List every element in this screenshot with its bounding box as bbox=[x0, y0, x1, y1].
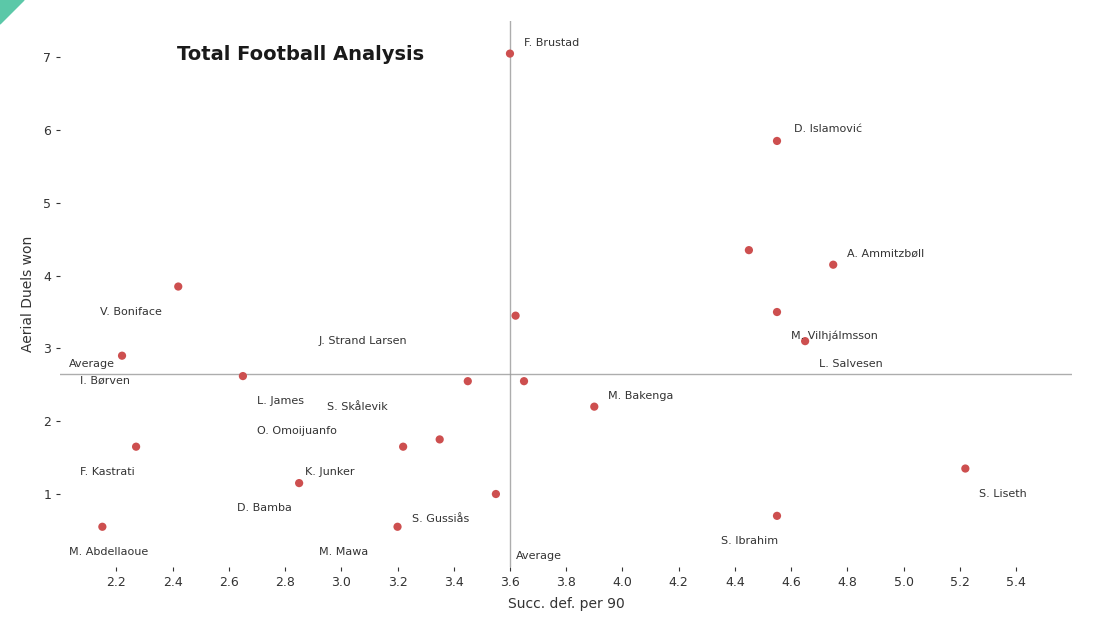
Text: D. Bamba: D. Bamba bbox=[237, 504, 292, 513]
Text: Average: Average bbox=[69, 359, 115, 369]
Text: M. Abdellaoue: M. Abdellaoue bbox=[69, 547, 148, 557]
Text: F. Kastrati: F. Kastrati bbox=[80, 467, 134, 477]
Point bbox=[768, 136, 786, 146]
Point bbox=[114, 351, 131, 361]
Text: M. Vilhjálmsson: M. Vilhjálmsson bbox=[791, 330, 878, 341]
Point bbox=[291, 478, 308, 488]
Text: S. Skålevik: S. Skålevik bbox=[327, 401, 388, 411]
Point bbox=[128, 442, 145, 452]
Point bbox=[395, 442, 412, 452]
Point bbox=[389, 521, 407, 532]
Text: A. Ammitzbøll: A. Ammitzbøll bbox=[847, 249, 925, 259]
Text: K. Junker: K. Junker bbox=[305, 467, 354, 477]
Point bbox=[507, 310, 525, 320]
Text: S. Ibrahim: S. Ibrahim bbox=[720, 536, 778, 546]
Text: D. Islamović: D. Islamović bbox=[794, 124, 862, 133]
Text: S. Liseth: S. Liseth bbox=[979, 489, 1027, 499]
Text: L. Salvesen: L. Salvesen bbox=[819, 360, 883, 369]
Point bbox=[824, 260, 842, 270]
Point bbox=[487, 489, 505, 499]
Text: Average: Average bbox=[516, 551, 562, 561]
X-axis label: Succ. def. per 90: Succ. def. per 90 bbox=[508, 597, 624, 611]
Text: L. James: L. James bbox=[257, 396, 304, 406]
Point bbox=[768, 511, 786, 521]
Text: Total Football Analysis: Total Football Analysis bbox=[177, 46, 424, 64]
Point bbox=[502, 49, 519, 59]
Point bbox=[515, 376, 532, 386]
Point bbox=[94, 521, 111, 532]
Point bbox=[768, 307, 786, 317]
Point bbox=[169, 281, 187, 291]
Point bbox=[740, 245, 757, 255]
Text: F. Brustad: F. Brustad bbox=[524, 38, 579, 48]
Text: V. Boniface: V. Boniface bbox=[99, 307, 162, 317]
Text: S. Gussiås: S. Gussiås bbox=[412, 514, 469, 525]
Text: I. Børven: I. Børven bbox=[80, 376, 130, 386]
Point bbox=[586, 401, 603, 411]
Point bbox=[431, 434, 448, 444]
Text: O. Omoijuanfo: O. Omoijuanfo bbox=[257, 426, 337, 436]
Point bbox=[459, 376, 477, 386]
Point bbox=[797, 336, 814, 346]
Y-axis label: Aerial Duels won: Aerial Duels won bbox=[21, 236, 35, 352]
Text: M. Bakenga: M. Bakenga bbox=[609, 391, 673, 401]
Point bbox=[956, 463, 974, 473]
Text: M. Mawa: M. Mawa bbox=[319, 547, 368, 557]
Point bbox=[234, 371, 251, 381]
Text: J. Strand Larsen: J. Strand Larsen bbox=[319, 336, 408, 346]
